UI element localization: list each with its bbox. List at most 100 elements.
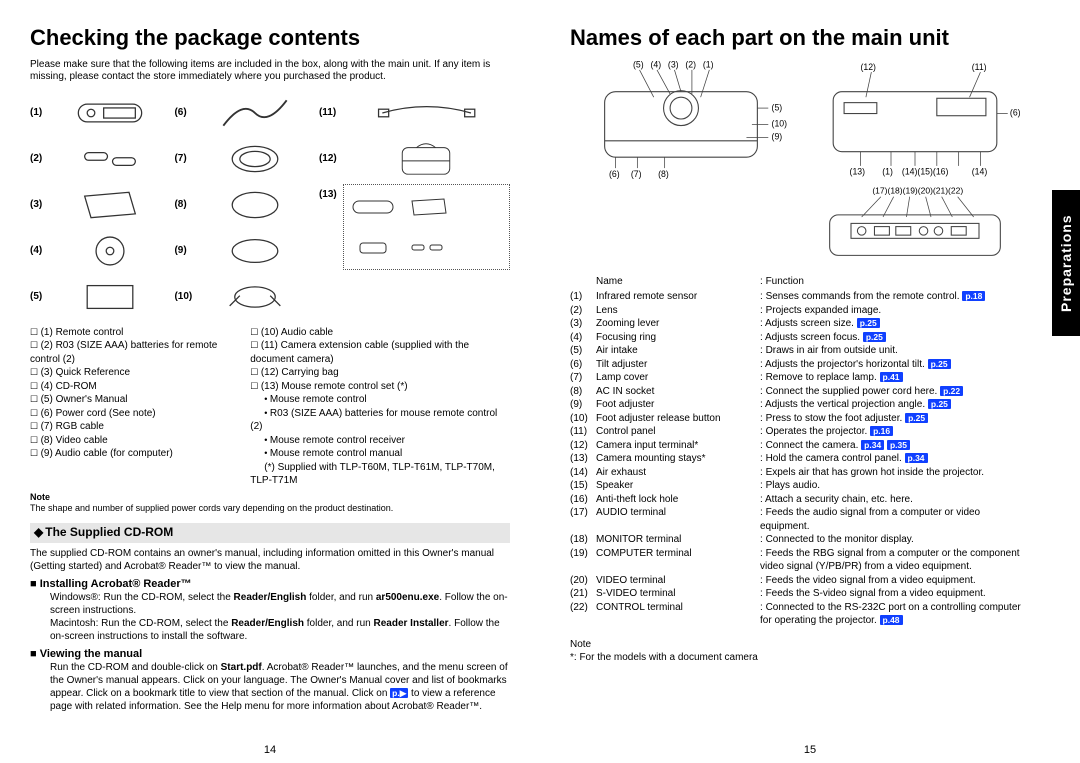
table-row: (10)Foot adjuster release buttonPress to…: [570, 412, 1026, 426]
svg-text:(2): (2): [685, 59, 696, 69]
list-tail: (*) Supplied with TLP-T60M, TLP-T61M, TL…: [250, 461, 510, 488]
list-item: (1) Remote control: [30, 326, 230, 340]
page-ref: p.25: [863, 332, 886, 342]
diagram-rear-top: (12)(11) (6) (13)(1) (14)(15)(16)(14): [804, 59, 1026, 179]
rear-callouts: (17)(18)(19)(20)(21)(22): [872, 185, 963, 195]
svg-text:(5): (5): [633, 59, 644, 69]
list-subitem: Mouse remote control: [250, 393, 510, 407]
hdr-name: Name: [570, 275, 760, 289]
mouse-set-group: [343, 184, 510, 270]
right-title: Names of each part on the main unit: [570, 24, 1026, 53]
parts-table: Name : Function (1)Infrared remote senso…: [570, 275, 1026, 628]
grid-num: (11): [319, 106, 339, 119]
grid-num: (2): [30, 152, 50, 165]
page-left: Checking the package contents Please mak…: [0, 0, 540, 763]
svg-text:(14): (14): [972, 166, 988, 176]
cdrom-para: The supplied CD-ROM contains an owner's …: [30, 547, 510, 573]
table-row: (20)VIDEO terminalFeeds the video signal…: [570, 574, 1026, 588]
ill-manual: [54, 278, 166, 316]
grid-num: (4): [30, 244, 50, 257]
svg-text:(13): (13): [850, 166, 866, 176]
svg-text:(14)(15)(16): (14)(15)(16): [902, 166, 949, 176]
table-row: (19)COMPUTER terminalFeeds the RBG signa…: [570, 547, 1026, 574]
install-p1: Windows®: Run the CD-ROM, select the Rea…: [50, 591, 510, 617]
diagram-row-1: (5)(4)(3)(2)(1) (5)(10)(9) (6)(7)(8): [570, 59, 1026, 179]
page-ref: p.34: [861, 440, 884, 450]
table-row: (7)Lamp coverRemove to replace lamp. p.4…: [570, 371, 1026, 385]
table-row: (15)SpeakerPlays audio.: [570, 479, 1026, 493]
ill-extcable: [343, 94, 510, 132]
note-text: *: For the models with a document camera: [570, 652, 758, 663]
table-row: (4)Focusing ringAdjusts screen focus. p.…: [570, 331, 1026, 345]
ill-audio: [198, 278, 310, 316]
list-item: (6) Power cord (See note): [30, 407, 230, 421]
note-label: Note: [570, 639, 591, 650]
svg-text:(1): (1): [703, 59, 714, 69]
table-row: (6)Tilt adjusterAdjusts the projector's …: [570, 358, 1026, 372]
grid-num: (5): [30, 290, 50, 303]
page-number-right: 15: [540, 743, 1080, 757]
svg-text:(8): (8): [658, 168, 669, 178]
table-row: (1)Infrared remote sensorSenses commands…: [570, 290, 1026, 304]
svg-text:(4): (4): [650, 59, 661, 69]
svg-text:(5): (5): [772, 102, 783, 112]
diagram-row-2: (17)(18)(19)(20)(21)(22): [570, 185, 1026, 265]
table-row: (3)Zooming leverAdjusts screen size. p.2…: [570, 317, 1026, 331]
grid-num: (7): [174, 152, 194, 165]
list-subitem: R03 (SIZE AAA) batteries for mouse remot…: [250, 407, 510, 434]
table-row: (16)Anti-theft lock holeAttach a securit…: [570, 493, 1026, 507]
right-note: Note *: For the models with a document c…: [570, 638, 1026, 664]
svg-text:(11): (11): [972, 62, 987, 72]
list-item: (11) Camera extension cable (supplied wi…: [250, 339, 510, 366]
page-right: Names of each part on the main unit: [540, 0, 1080, 763]
view-header: Viewing the manual: [30, 647, 510, 661]
left-intro: Please make sure that the following item…: [30, 59, 510, 84]
page-ref: p.18: [962, 291, 985, 301]
page-ref: p.35: [887, 440, 910, 450]
page-ref: p.25: [905, 413, 928, 423]
list-item: (12) Carrying bag: [250, 366, 510, 380]
left-title: Checking the package contents: [30, 24, 510, 53]
ill-remote: [54, 94, 166, 132]
list-item: (5) Owner's Manual: [30, 393, 230, 407]
note-label: Note: [30, 492, 50, 502]
svg-text:(7): (7): [631, 168, 642, 178]
grid-num: (9): [174, 244, 194, 257]
items-grid: (1) (6) (11) (2) (7) (12) (3) (8) (13) (…: [30, 92, 510, 318]
side-tab-preparations: Preparations: [1052, 190, 1080, 336]
grid-num: (10): [174, 290, 194, 303]
ill-batteries: [54, 140, 166, 178]
table-row: (2)LensProjects expanded image.: [570, 304, 1026, 318]
ill-rgb: [198, 140, 310, 178]
list-item: (3) Quick Reference: [30, 366, 230, 380]
table-row: (5)Air intakeDraws in air from outside u…: [570, 344, 1026, 358]
table-row: (14)Air exhaustExpels air that has grown…: [570, 466, 1026, 480]
table-row: (12)Camera input terminal*Connect the ca…: [570, 439, 1026, 453]
ill-bag: [343, 140, 510, 178]
list-item: (2) R03 (SIZE AAA) batteries for remote …: [30, 339, 230, 366]
page-ref: p.25: [928, 399, 951, 409]
ill-quickref: [54, 186, 166, 224]
grid-num: (13): [319, 184, 339, 201]
cdrom-header: The Supplied CD-ROM: [30, 523, 510, 543]
svg-text:(9): (9): [772, 131, 783, 141]
svg-text:(3): (3): [668, 59, 679, 69]
ill-cdrom: [54, 232, 166, 270]
page-ref: p.16: [870, 426, 893, 436]
list-item: (7) RGB cable: [30, 420, 230, 434]
svg-text:(12): (12): [860, 62, 876, 72]
svg-text:(1): (1): [882, 166, 893, 176]
grid-num: (8): [174, 198, 194, 211]
note-text: The shape and number of supplied power c…: [30, 503, 393, 513]
table-row: (21)S-VIDEO terminalFeeds the S-video si…: [570, 587, 1026, 601]
page-ref: p.25: [857, 318, 880, 328]
list-item: (13) Mouse remote control set (*): [250, 380, 510, 394]
list-item: (4) CD-ROM: [30, 380, 230, 394]
page-ref: p.25: [928, 359, 951, 369]
hdr-func: : Function: [760, 275, 804, 289]
table-row: (8)AC IN socketConnect the supplied powe…: [570, 385, 1026, 399]
list-item: (10) Audio cable: [250, 326, 510, 340]
page-ref: p.48: [880, 615, 903, 625]
install-p2: Macintosh: Run the CD-ROM, select the Re…: [50, 617, 510, 643]
view-para: Run the CD-ROM and double-click on Start…: [50, 661, 510, 713]
